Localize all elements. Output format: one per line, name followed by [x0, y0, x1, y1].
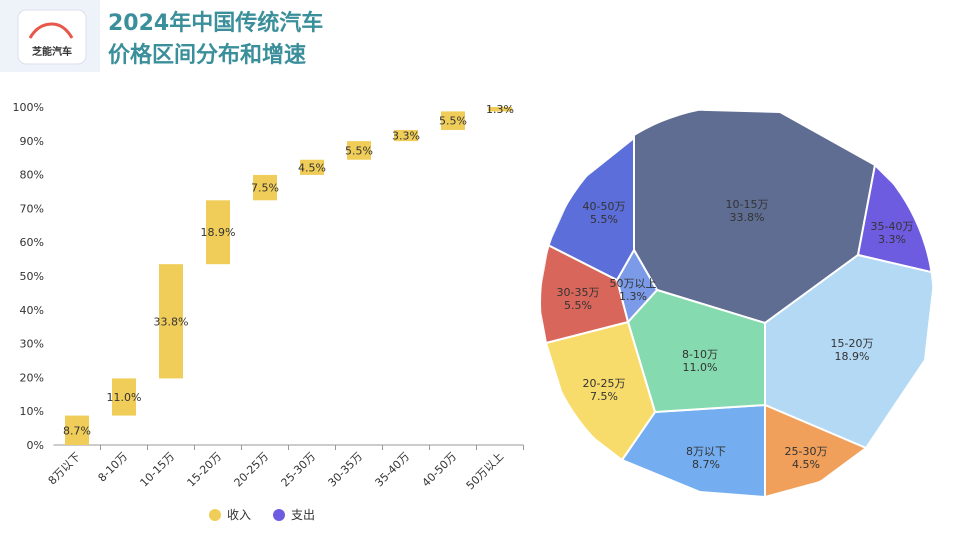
cell-label: 20-25万	[583, 377, 626, 390]
cell-label: 50万以上	[610, 277, 657, 290]
y-tick-label: 60%	[20, 236, 44, 249]
legend-swatch	[209, 509, 221, 521]
x-tick-label: 35-40万	[373, 450, 413, 490]
bar	[159, 264, 183, 379]
y-tick-label: 20%	[20, 371, 44, 384]
cell-value: 7.5%	[590, 390, 618, 403]
bar	[441, 111, 465, 130]
data-label: 18.9%	[201, 226, 236, 239]
y-tick-label: 80%	[20, 169, 44, 182]
cell-label: 30-35万	[557, 286, 600, 299]
data-label: 7.5%	[251, 182, 279, 195]
x-tick-label: 40-50万	[420, 450, 460, 490]
bar	[300, 159, 324, 175]
x-tick-label: 25-30万	[279, 450, 319, 490]
logo-box	[17, 9, 87, 65]
data-label: 11.0%	[107, 391, 142, 404]
bar	[65, 415, 89, 445]
title: 价格区间分布和增速	[108, 42, 306, 68]
y-tick-label: 50%	[20, 270, 44, 283]
cell-value: 4.5%	[792, 458, 820, 471]
y-tick-label: 90%	[20, 135, 44, 148]
bar	[253, 174, 277, 201]
data-label: 4.5%	[298, 161, 326, 174]
cell-value: 5.5%	[564, 299, 592, 312]
cell-value: 3.3%	[878, 233, 906, 246]
data-label: 5.5%	[345, 144, 373, 157]
x-tick-label: 15-20万	[185, 450, 225, 490]
y-tick-label: 100%	[13, 101, 44, 114]
x-tick-label: 20-25万	[232, 450, 272, 490]
cell-label: 15-20万	[831, 337, 874, 350]
cell-value: 5.5%	[590, 213, 618, 226]
bar	[394, 129, 418, 142]
x-tick-label: 8-10万	[95, 450, 130, 485]
data-label: 8.7%	[63, 424, 91, 437]
cell-label: 25-30万	[785, 445, 828, 458]
y-tick-label: 30%	[20, 338, 44, 351]
legend-label: 收入	[227, 508, 251, 522]
bar	[347, 141, 371, 160]
cell-value: 11.0%	[683, 361, 718, 374]
y-tick-label: 40%	[20, 304, 44, 317]
legend-label: 支出	[291, 508, 315, 522]
data-label: 5.5%	[439, 115, 467, 128]
cell-label: 8-10万	[682, 348, 718, 361]
cell-value: 18.9%	[835, 350, 870, 363]
x-tick-label: 30-35万	[326, 450, 366, 490]
cell-label: 8万以下	[686, 445, 726, 458]
x-tick-label: 10-15万	[138, 450, 178, 490]
data-label: 1.3%	[486, 103, 514, 116]
bar	[206, 200, 230, 265]
y-tick-label: 0%	[27, 439, 44, 452]
y-tick-label: 70%	[20, 202, 44, 215]
bar	[488, 107, 512, 112]
title: 2024年中国传统汽车	[108, 10, 323, 36]
voronoi	[541, 107, 933, 499]
y-tick-label: 10%	[20, 405, 44, 418]
legend-swatch	[273, 509, 285, 521]
cell-value: 33.8%	[730, 211, 765, 224]
data-label: 3.3%	[392, 130, 420, 143]
cell-value: 8.7%	[692, 458, 720, 471]
bar	[112, 378, 136, 416]
data-label: 33.8%	[154, 315, 189, 328]
x-tick-label: 50万以上	[464, 450, 506, 492]
cell-label: 40-50万	[583, 200, 626, 213]
cell-label: 10-15万	[726, 198, 769, 211]
x-tick-label: 8万以下	[46, 450, 83, 487]
logo-text: 芝能汽车	[32, 45, 72, 58]
cell-value: 1.3%	[619, 290, 647, 303]
cell-label: 35-40万	[871, 220, 914, 233]
logo-icon	[28, 22, 74, 39]
